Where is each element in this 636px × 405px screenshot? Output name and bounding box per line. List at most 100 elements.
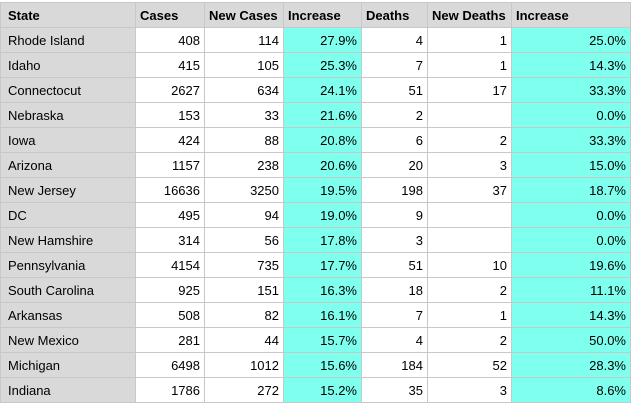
cell-state[interactable]: Arkansas <box>0 302 136 328</box>
cell-state[interactable]: Rhode Island <box>0 27 136 53</box>
cell-increase[interactable]: 16.3% <box>283 277 362 303</box>
cell-deaths[interactable]: 51 <box>361 252 428 278</box>
cell-increase[interactable]: 15.2% <box>283 377 362 403</box>
cell-new-deaths[interactable]: 2 <box>427 327 512 353</box>
cell-increase[interactable]: 27.9% <box>283 27 362 53</box>
cell-increase[interactable]: 15.7% <box>283 327 362 353</box>
cell-death-increase[interactable]: 14.3% <box>511 52 631 78</box>
header-state[interactable]: State <box>0 2 136 28</box>
cell-state[interactable]: Connectocut <box>0 77 136 103</box>
cell-new-cases[interactable]: 272 <box>204 377 284 403</box>
cell-cases[interactable]: 153 <box>135 102 205 128</box>
cell-state[interactable]: Iowa <box>0 127 136 153</box>
cell-deaths[interactable]: 4 <box>361 27 428 53</box>
cell-new-cases[interactable]: 151 <box>204 277 284 303</box>
cell-new-deaths[interactable]: 2 <box>427 277 512 303</box>
cell-death-increase[interactable]: 33.3% <box>511 127 631 153</box>
cell-cases[interactable]: 495 <box>135 202 205 228</box>
cell-new-deaths[interactable]: 17 <box>427 77 512 103</box>
cell-increase[interactable]: 20.8% <box>283 127 362 153</box>
cell-death-increase[interactable]: 0.0% <box>511 227 631 253</box>
cell-death-increase[interactable]: 28.3% <box>511 352 631 378</box>
cell-cases[interactable]: 2627 <box>135 77 205 103</box>
cell-death-increase[interactable]: 0.0% <box>511 202 631 228</box>
header-deaths[interactable]: Deaths <box>361 2 428 28</box>
cell-deaths[interactable]: 198 <box>361 177 428 203</box>
cell-new-cases[interactable]: 634 <box>204 77 284 103</box>
header-increase[interactable]: Increase <box>283 2 362 28</box>
cell-state[interactable]: Michigan <box>0 352 136 378</box>
cell-death-increase[interactable]: 11.1% <box>511 277 631 303</box>
cell-state[interactable]: New Hamshire <box>0 227 136 253</box>
cell-deaths[interactable]: 6 <box>361 127 428 153</box>
cell-deaths[interactable]: 7 <box>361 302 428 328</box>
header-new-deaths[interactable]: New Deaths <box>427 2 512 28</box>
cell-new-cases[interactable]: 3250 <box>204 177 284 203</box>
cell-deaths[interactable]: 35 <box>361 377 428 403</box>
cell-state[interactable]: Idaho <box>0 52 136 78</box>
header-cases[interactable]: Cases <box>135 2 205 28</box>
cell-new-deaths[interactable]: 3 <box>427 377 512 403</box>
cell-cases[interactable]: 415 <box>135 52 205 78</box>
cell-new-deaths[interactable]: 3 <box>427 152 512 178</box>
cell-deaths[interactable]: 4 <box>361 327 428 353</box>
cell-death-increase[interactable]: 25.0% <box>511 27 631 53</box>
cell-deaths[interactable]: 9 <box>361 202 428 228</box>
cell-deaths[interactable]: 3 <box>361 227 428 253</box>
cell-cases[interactable]: 6498 <box>135 352 205 378</box>
cell-state[interactable]: New Jersey <box>0 177 136 203</box>
cell-state[interactable]: Indiana <box>0 377 136 403</box>
cell-death-increase[interactable]: 18.7% <box>511 177 631 203</box>
cell-new-cases[interactable]: 88 <box>204 127 284 153</box>
header-new-cases[interactable]: New Cases <box>204 2 284 28</box>
cell-new-cases[interactable]: 1012 <box>204 352 284 378</box>
cell-new-deaths[interactable]: 52 <box>427 352 512 378</box>
cell-new-cases[interactable]: 238 <box>204 152 284 178</box>
cell-state[interactable]: South Carolina <box>0 277 136 303</box>
cell-cases[interactable]: 408 <box>135 27 205 53</box>
cell-new-deaths[interactable] <box>427 102 512 128</box>
cell-new-deaths[interactable] <box>427 227 512 253</box>
cell-state[interactable]: Nebraska <box>0 102 136 128</box>
cell-cases[interactable]: 424 <box>135 127 205 153</box>
cell-increase[interactable]: 15.6% <box>283 352 362 378</box>
cell-new-deaths[interactable]: 1 <box>427 302 512 328</box>
cell-cases[interactable]: 508 <box>135 302 205 328</box>
cell-new-cases[interactable]: 82 <box>204 302 284 328</box>
cell-new-deaths[interactable] <box>427 202 512 228</box>
cell-deaths[interactable]: 20 <box>361 152 428 178</box>
cell-state[interactable]: Pennsylvania <box>0 252 136 278</box>
cell-cases[interactable]: 1786 <box>135 377 205 403</box>
cell-new-cases[interactable]: 94 <box>204 202 284 228</box>
cell-cases[interactable]: 4154 <box>135 252 205 278</box>
cell-new-deaths[interactable]: 1 <box>427 27 512 53</box>
cell-increase[interactable]: 17.8% <box>283 227 362 253</box>
cell-death-increase[interactable]: 19.6% <box>511 252 631 278</box>
cell-cases[interactable]: 281 <box>135 327 205 353</box>
header-death-increase[interactable]: Increase <box>511 2 631 28</box>
cell-deaths[interactable]: 51 <box>361 77 428 103</box>
cell-death-increase[interactable]: 50.0% <box>511 327 631 353</box>
cell-increase[interactable]: 17.7% <box>283 252 362 278</box>
cell-cases[interactable]: 314 <box>135 227 205 253</box>
cell-cases[interactable]: 925 <box>135 277 205 303</box>
cell-deaths[interactable]: 7 <box>361 52 428 78</box>
cell-new-deaths[interactable]: 10 <box>427 252 512 278</box>
cell-new-cases[interactable]: 56 <box>204 227 284 253</box>
cell-state[interactable]: Arizona <box>0 152 136 178</box>
cell-increase[interactable]: 20.6% <box>283 152 362 178</box>
cell-increase[interactable]: 16.1% <box>283 302 362 328</box>
cell-increase[interactable]: 19.0% <box>283 202 362 228</box>
cell-increase[interactable]: 25.3% <box>283 52 362 78</box>
cell-new-cases[interactable]: 114 <box>204 27 284 53</box>
cell-deaths[interactable]: 184 <box>361 352 428 378</box>
cell-deaths[interactable]: 2 <box>361 102 428 128</box>
cell-new-cases[interactable]: 735 <box>204 252 284 278</box>
cell-death-increase[interactable]: 15.0% <box>511 152 631 178</box>
cell-death-increase[interactable]: 8.6% <box>511 377 631 403</box>
cell-new-deaths[interactable]: 37 <box>427 177 512 203</box>
cell-state[interactable]: DC <box>0 202 136 228</box>
cell-new-cases[interactable]: 44 <box>204 327 284 353</box>
cell-increase[interactable]: 24.1% <box>283 77 362 103</box>
cell-state[interactable]: New Mexico <box>0 327 136 353</box>
